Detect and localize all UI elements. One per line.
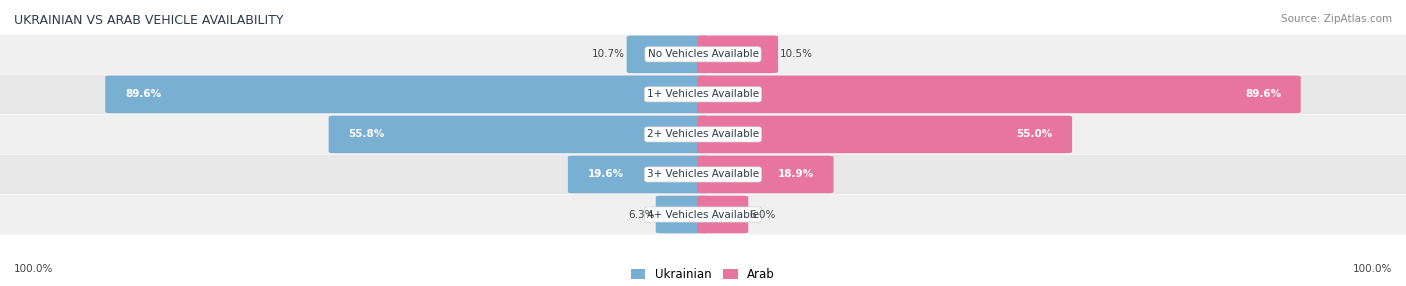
FancyBboxPatch shape <box>0 75 1406 114</box>
Text: 55.0%: 55.0% <box>1017 130 1052 139</box>
Text: 100.0%: 100.0% <box>14 264 53 274</box>
Text: 18.9%: 18.9% <box>778 170 814 179</box>
Legend: Ukrainian, Arab: Ukrainian, Arab <box>627 264 779 286</box>
FancyBboxPatch shape <box>0 115 1406 154</box>
Text: 10.5%: 10.5% <box>779 49 813 59</box>
FancyBboxPatch shape <box>0 195 1406 234</box>
Text: 19.6%: 19.6% <box>588 170 624 179</box>
FancyBboxPatch shape <box>697 35 778 73</box>
FancyBboxPatch shape <box>697 76 1301 113</box>
Text: 100.0%: 100.0% <box>1353 264 1392 274</box>
Text: No Vehicles Available: No Vehicles Available <box>648 49 758 59</box>
FancyBboxPatch shape <box>0 155 1406 194</box>
FancyBboxPatch shape <box>697 116 1073 153</box>
Text: 4+ Vehicles Available: 4+ Vehicles Available <box>647 210 759 219</box>
Text: 3+ Vehicles Available: 3+ Vehicles Available <box>647 170 759 179</box>
FancyBboxPatch shape <box>655 196 709 233</box>
FancyBboxPatch shape <box>627 35 709 73</box>
FancyBboxPatch shape <box>0 35 1406 74</box>
FancyBboxPatch shape <box>105 76 709 113</box>
Text: 1+ Vehicles Available: 1+ Vehicles Available <box>647 90 759 99</box>
FancyBboxPatch shape <box>697 196 748 233</box>
Text: 10.7%: 10.7% <box>592 49 626 59</box>
Text: 89.6%: 89.6% <box>1244 90 1281 99</box>
FancyBboxPatch shape <box>697 156 834 193</box>
FancyBboxPatch shape <box>329 116 709 153</box>
Text: 89.6%: 89.6% <box>125 90 162 99</box>
Text: Source: ZipAtlas.com: Source: ZipAtlas.com <box>1281 14 1392 24</box>
Text: 6.3%: 6.3% <box>628 210 654 219</box>
Text: 6.0%: 6.0% <box>749 210 776 219</box>
FancyBboxPatch shape <box>568 156 709 193</box>
Text: 55.8%: 55.8% <box>349 130 385 139</box>
Text: 2+ Vehicles Available: 2+ Vehicles Available <box>647 130 759 139</box>
Text: UKRAINIAN VS ARAB VEHICLE AVAILABILITY: UKRAINIAN VS ARAB VEHICLE AVAILABILITY <box>14 14 284 27</box>
